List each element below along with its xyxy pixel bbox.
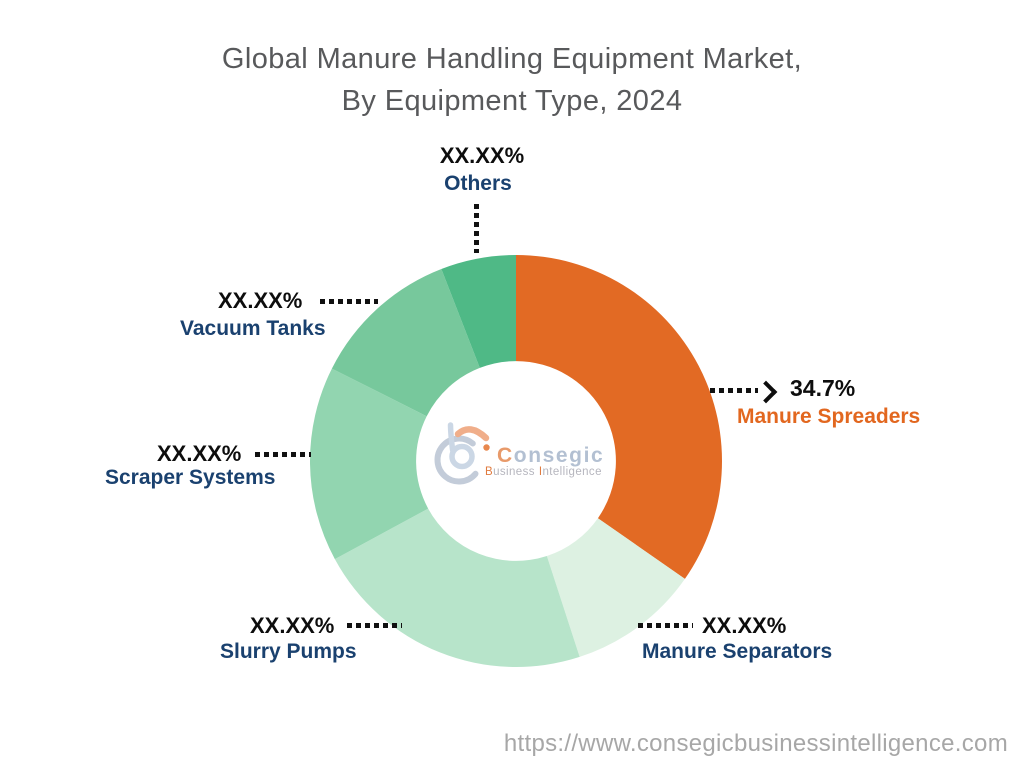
label-slurry-pumps: Slurry Pumps <box>220 640 357 663</box>
leader-line-others <box>474 204 479 253</box>
leader-line-manure-separators <box>638 623 693 628</box>
logo-tagline-text: Business Intelligence <box>485 466 602 478</box>
value-manure-spreaders: 34.7% <box>790 375 856 401</box>
donut-segments <box>309 255 722 668</box>
logo-brand-text: Consegic <box>497 444 604 467</box>
chart-title: Global Manure Handling Equipment Market,… <box>0 38 1024 122</box>
chart-title-line1: Global Manure Handling Equipment Market, <box>221 43 803 75</box>
value-scraper-systems: XX.XX% <box>157 441 242 466</box>
chart-title-line2: By Equipment Type, 2024 <box>341 85 683 117</box>
donut-segment-vacuum-tanks[interactable] <box>331 268 480 417</box>
logo-b-stem <box>447 422 456 453</box>
label-vacuum-tanks: Vacuum Tanks <box>180 317 326 340</box>
value-slurry-pumps: XX.XX% <box>250 613 335 638</box>
leader-line-vacuum-tanks <box>320 299 378 304</box>
leader-line-scraper-systems <box>255 452 311 457</box>
value-vacuum-tanks: XX.XX% <box>218 288 303 313</box>
footer-url[interactable]: https://www.consegicbusinessintelligence… <box>503 730 1008 757</box>
consegic-logo: Consegic Business Intelligence <box>434 422 604 485</box>
donut-segment-manure-spreaders[interactable] <box>516 255 722 579</box>
leader-line-manure-spreaders <box>710 388 758 393</box>
logo-orange-dot <box>483 444 490 451</box>
label-scraper-systems: Scraper Systems <box>105 466 276 489</box>
label-manure-separators: Manure Separators <box>642 640 833 663</box>
logo-c-arc <box>434 435 479 485</box>
logo-b-ring <box>449 443 475 470</box>
label-manure-spreaders: Manure Spreaders <box>737 405 921 428</box>
value-manure-separators: XX.XX% <box>702 613 787 638</box>
donut-segment-others[interactable] <box>441 255 516 368</box>
label-others: Others <box>444 172 512 195</box>
logo-orange-arc <box>454 426 490 442</box>
value-others: XX.XX% <box>439 143 525 168</box>
leader-line-slurry-pumps <box>347 623 402 628</box>
donut-segment-scraper-systems[interactable] <box>309 368 429 560</box>
donut-segment-manure-separators[interactable] <box>546 518 685 657</box>
